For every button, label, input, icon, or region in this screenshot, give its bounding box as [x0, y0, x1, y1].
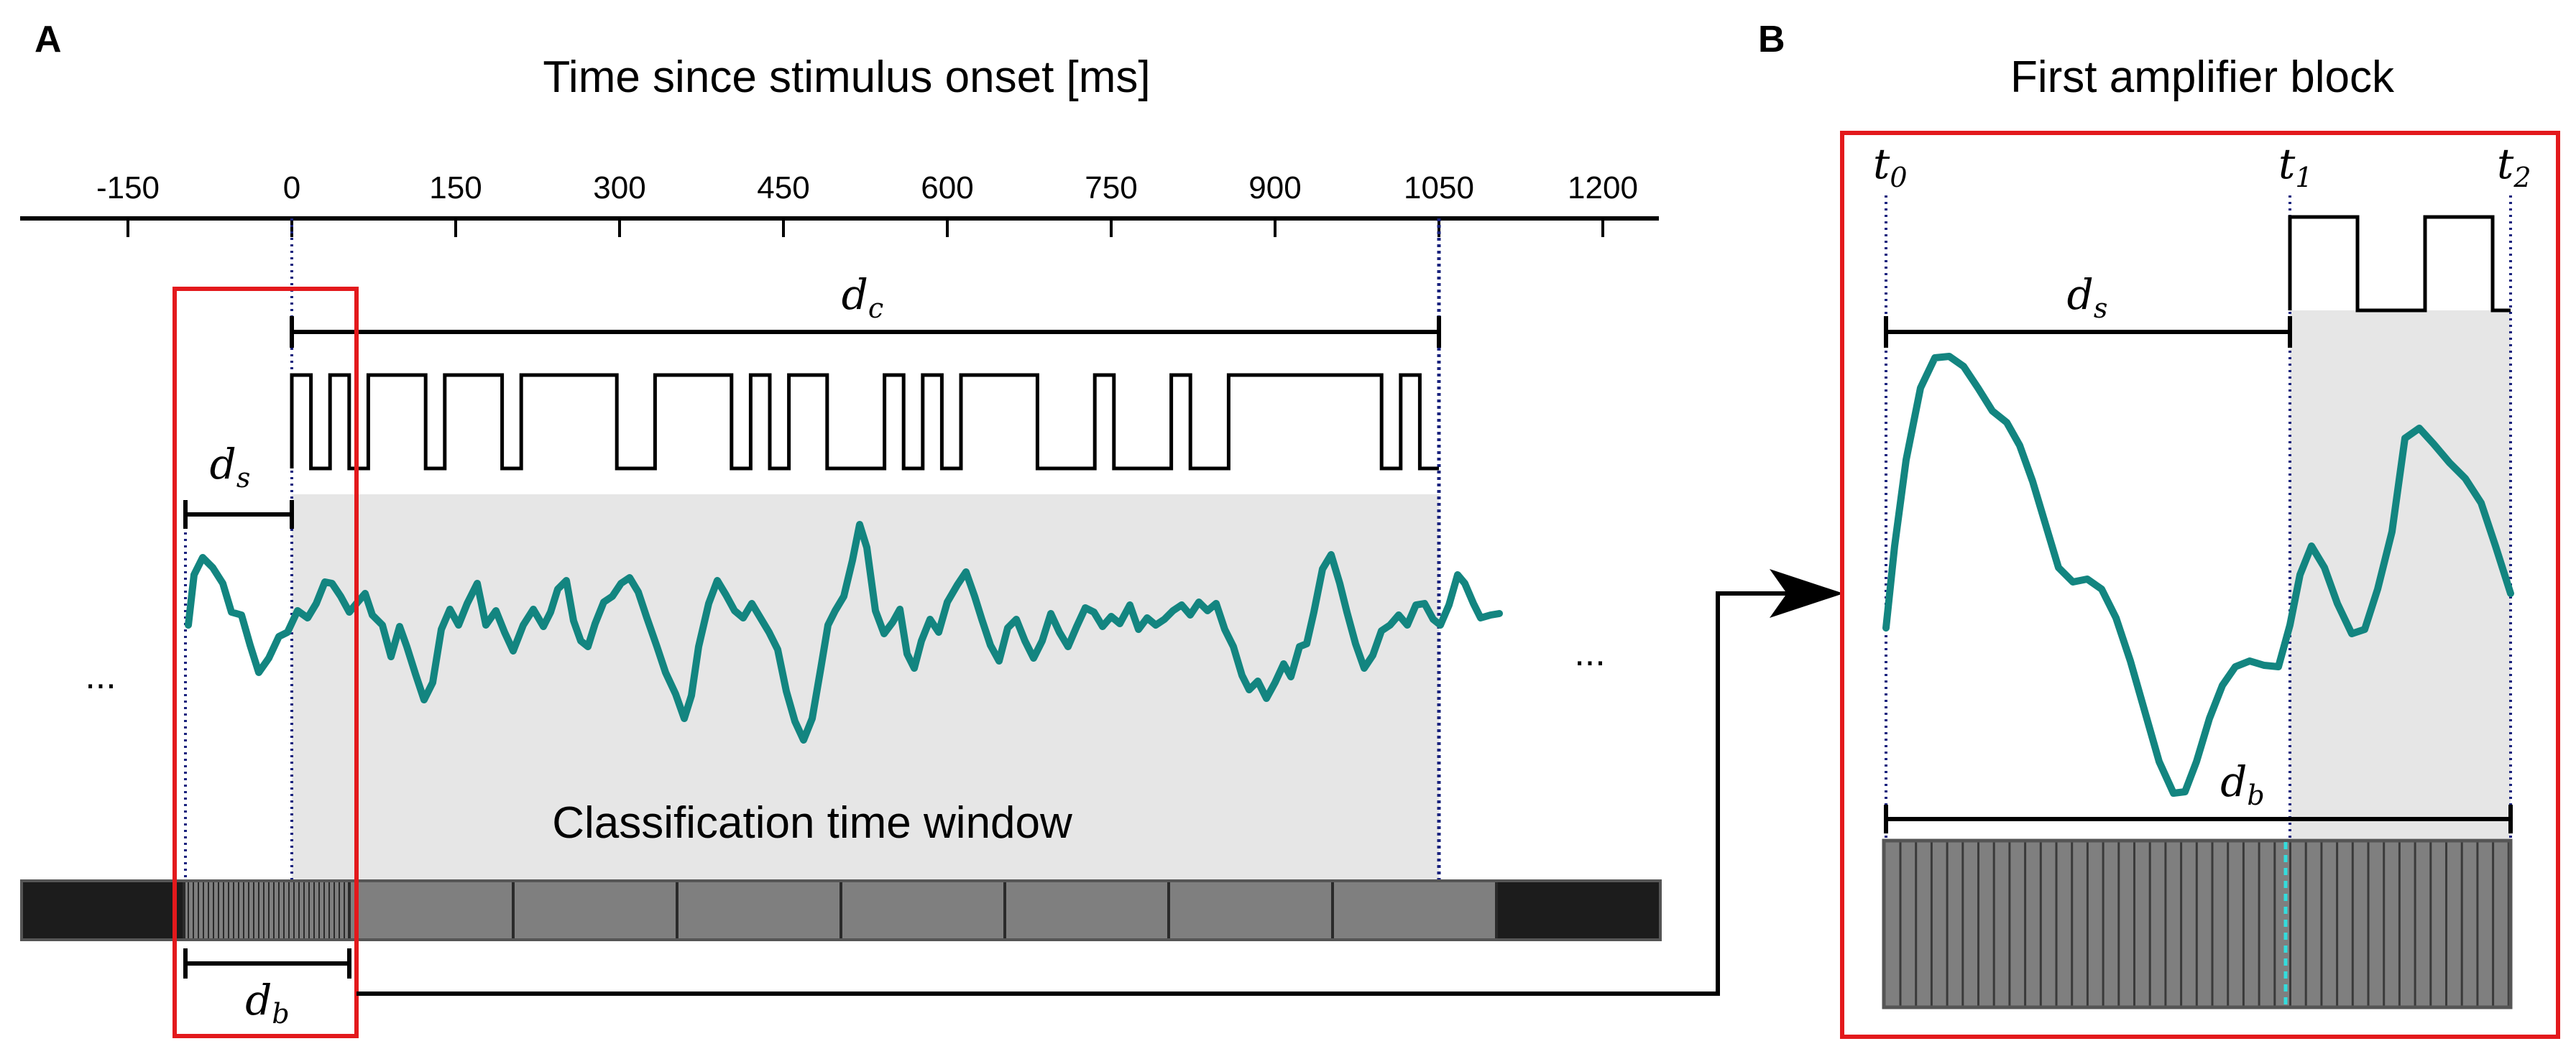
- axis-ticks: -150 0 150 300 450 600 750 900 1050 1200: [96, 170, 1638, 237]
- zoom-highlight-box: [1840, 131, 2560, 1039]
- eeg-signal: [185, 521, 1503, 744]
- panel-b-title: First amplifier block: [2010, 52, 2395, 102]
- zoom-amplifier-block: [1882, 838, 2513, 1009]
- panel-a-label: A: [34, 19, 62, 60]
- zoom-shift-bracket: [1884, 316, 2292, 348]
- zoom-block-label: db: [2220, 757, 2264, 811]
- classification-window-label: Classification time window: [552, 798, 1072, 848]
- zoom-connector: [356, 591, 1790, 996]
- ellipsis-left: ...: [85, 655, 116, 697]
- axis-title: Time since stimulus onset [ms]: [543, 52, 1150, 102]
- arrow-head-icon: [1770, 569, 1844, 618]
- axis-tick-label: 1050: [1404, 170, 1474, 205]
- zoom-eeg-signal: [1882, 353, 2514, 797]
- axis-tick-label: 600: [921, 170, 973, 205]
- code-duration-bracket: [290, 316, 1441, 348]
- panel-b-label: B: [1758, 19, 1785, 60]
- classification-window: [292, 494, 1439, 936]
- first-block-highlight: [172, 287, 359, 1038]
- zoom-shift-label: ds: [2067, 270, 2108, 324]
- axis-tick-label: 300: [593, 170, 645, 205]
- axis-tick-label: 750: [1085, 170, 1137, 205]
- t2-label: t2: [2497, 139, 2531, 193]
- axis-tick-label: -150: [96, 170, 160, 205]
- block-duration-label: db: [245, 976, 289, 1030]
- stimulus-code-sequence: [290, 373, 1439, 471]
- zoom-window-fill: [2290, 310, 2511, 838]
- shift-bracket: [183, 500, 294, 529]
- axis-tick-label: 150: [429, 170, 482, 205]
- axis-tick-label: 900: [1248, 170, 1301, 205]
- shift-label: ds: [210, 440, 251, 494]
- zoom-code-sequence: [2288, 215, 2511, 313]
- t0-label: t0: [1873, 139, 1908, 193]
- ellipsis-right: ...: [1574, 632, 1605, 674]
- axis-tick-label: 450: [757, 170, 809, 205]
- amplifier-block-strip: [20, 879, 1662, 941]
- code-duration-label: dc: [842, 270, 883, 324]
- t1-label: t1: [2278, 139, 2313, 193]
- axis-tick-label: 1200: [1568, 170, 1638, 205]
- zoom-block-bracket: [1884, 805, 2513, 833]
- block-duration-bracket: [183, 948, 351, 979]
- axis-tick-label: 0: [283, 170, 300, 205]
